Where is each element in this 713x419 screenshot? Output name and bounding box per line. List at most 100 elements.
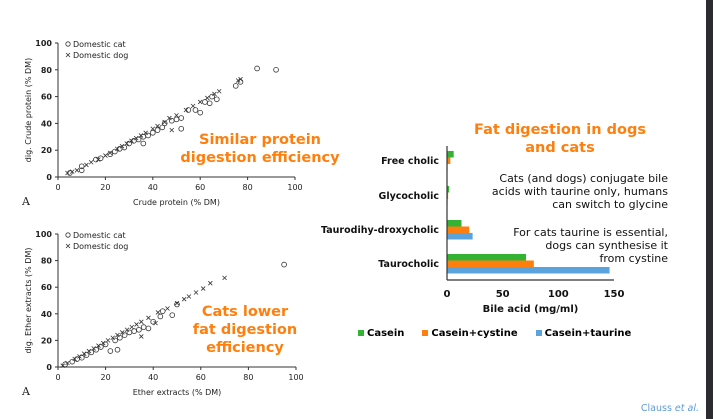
category-label: Glycocholic	[379, 191, 439, 202]
cat-point	[135, 136, 142, 143]
dog-point	[119, 143, 125, 149]
dog-point	[69, 169, 75, 174]
category-label: Taurocholic	[378, 259, 439, 270]
x-tick-label: 0	[444, 289, 451, 300]
dog-point	[186, 294, 192, 299]
note-line: acids with taurine only, humans	[491, 185, 668, 198]
dog-point	[200, 286, 206, 291]
cat-point	[213, 96, 220, 103]
dog-point	[129, 324, 135, 330]
y-tick-label: 20	[41, 336, 53, 345]
x-tick-label: 40	[148, 373, 158, 382]
x-tick-label: 60	[196, 373, 206, 382]
cat-point	[281, 261, 287, 268]
y-tick-label: 80	[41, 257, 53, 266]
cat-point	[150, 318, 157, 325]
dog-point	[84, 162, 89, 168]
bar	[447, 233, 473, 240]
category-label: Taurodihy-droxycholic	[321, 225, 439, 236]
dog-point	[96, 157, 101, 162]
dog-point	[162, 119, 167, 125]
dog-point	[212, 91, 217, 97]
annotation-line: fat digestion	[192, 322, 298, 338]
cat-point	[136, 326, 142, 333]
note-line: Cats (and dogs) conjugate bile	[499, 172, 668, 185]
dog-point	[100, 340, 106, 346]
x-tick-label: 80	[243, 183, 253, 192]
x-axis-label: Bile acid (mg/ml)	[483, 304, 579, 315]
dog-point	[91, 346, 96, 351]
x-tick-label: 50	[496, 289, 510, 300]
cat-point	[178, 125, 185, 132]
dog-point	[205, 95, 210, 101]
dog-point	[238, 76, 243, 82]
cat-point	[102, 341, 109, 348]
cat-point	[161, 120, 168, 127]
bar-legend: Casein Casein+cystine Casein+taurine	[358, 328, 631, 339]
legend-label: Casein	[367, 328, 405, 339]
legend-label: Domestic cat	[73, 231, 126, 240]
cat-point	[174, 301, 180, 308]
x-tick-label: 0	[55, 373, 60, 382]
cat-point	[232, 83, 239, 89]
legend-label: Domestic cat	[73, 40, 126, 49]
dog-point	[133, 135, 139, 141]
y-tick-label: 40	[41, 119, 53, 128]
dog-point	[143, 130, 148, 136]
legend-swatch	[358, 330, 364, 336]
cat-point	[107, 151, 113, 158]
y-tick-label: 0	[46, 363, 52, 372]
dog-point	[197, 99, 203, 105]
annotation-line: efficiency	[206, 340, 284, 356]
cat-point	[97, 155, 104, 162]
x-tick-label: 100	[288, 373, 303, 382]
bar	[447, 254, 527, 261]
dog-point	[193, 290, 199, 295]
dog-point	[105, 338, 111, 343]
window-edge	[706, 0, 713, 419]
note-taurine: For cats taurine is essential, dogs can …	[513, 226, 668, 265]
x-tick-label: 100	[548, 289, 569, 300]
note-line: dogs can synthesise it	[545, 239, 668, 252]
cat-point	[154, 127, 161, 133]
dog-point	[183, 107, 189, 113]
y-tick-label: 100	[35, 39, 52, 48]
dog-point	[139, 319, 144, 325]
y-tick-label: 40	[41, 310, 53, 319]
dog-point	[174, 113, 179, 118]
dog-point	[114, 146, 120, 152]
dog-point	[138, 133, 144, 138]
bar	[447, 260, 534, 267]
legend-swatch	[535, 330, 542, 336]
dog-point	[129, 138, 134, 144]
cat-point	[206, 100, 213, 107]
legend-marker-dog	[65, 243, 71, 249]
panel-label: A	[21, 385, 31, 398]
dog-point	[124, 327, 130, 333]
cat-point	[202, 99, 208, 105]
bar	[447, 220, 462, 227]
dog-point	[81, 351, 87, 356]
x-tick-label: 60	[195, 183, 205, 192]
cat-point	[93, 346, 99, 353]
cat-point	[98, 344, 104, 350]
dog-point	[235, 78, 241, 83]
legend-marker-cat	[65, 232, 71, 238]
x-tick-label: 100	[287, 183, 302, 192]
y-axis-label: dig. Crude protein (% DM)	[24, 58, 33, 162]
dog-point	[60, 363, 66, 368]
cat-point	[173, 116, 180, 123]
cat-point	[88, 349, 95, 356]
cat-point	[78, 167, 85, 174]
dog-point	[96, 343, 101, 349]
dog-point	[74, 168, 80, 173]
legend-label: Casein+cystine	[431, 328, 518, 339]
x-axis-label: Ether extracts (% DM)	[133, 388, 222, 397]
title-line: Fat digestion in dogs	[474, 122, 646, 138]
annotation-line: Similar protein	[199, 132, 321, 148]
cat-point	[150, 129, 156, 136]
annotation-line: digestion efficiency	[180, 150, 340, 166]
x-tick-label: 0	[55, 183, 60, 192]
x-tick-label: 40	[148, 183, 158, 192]
dog-point	[119, 330, 125, 335]
